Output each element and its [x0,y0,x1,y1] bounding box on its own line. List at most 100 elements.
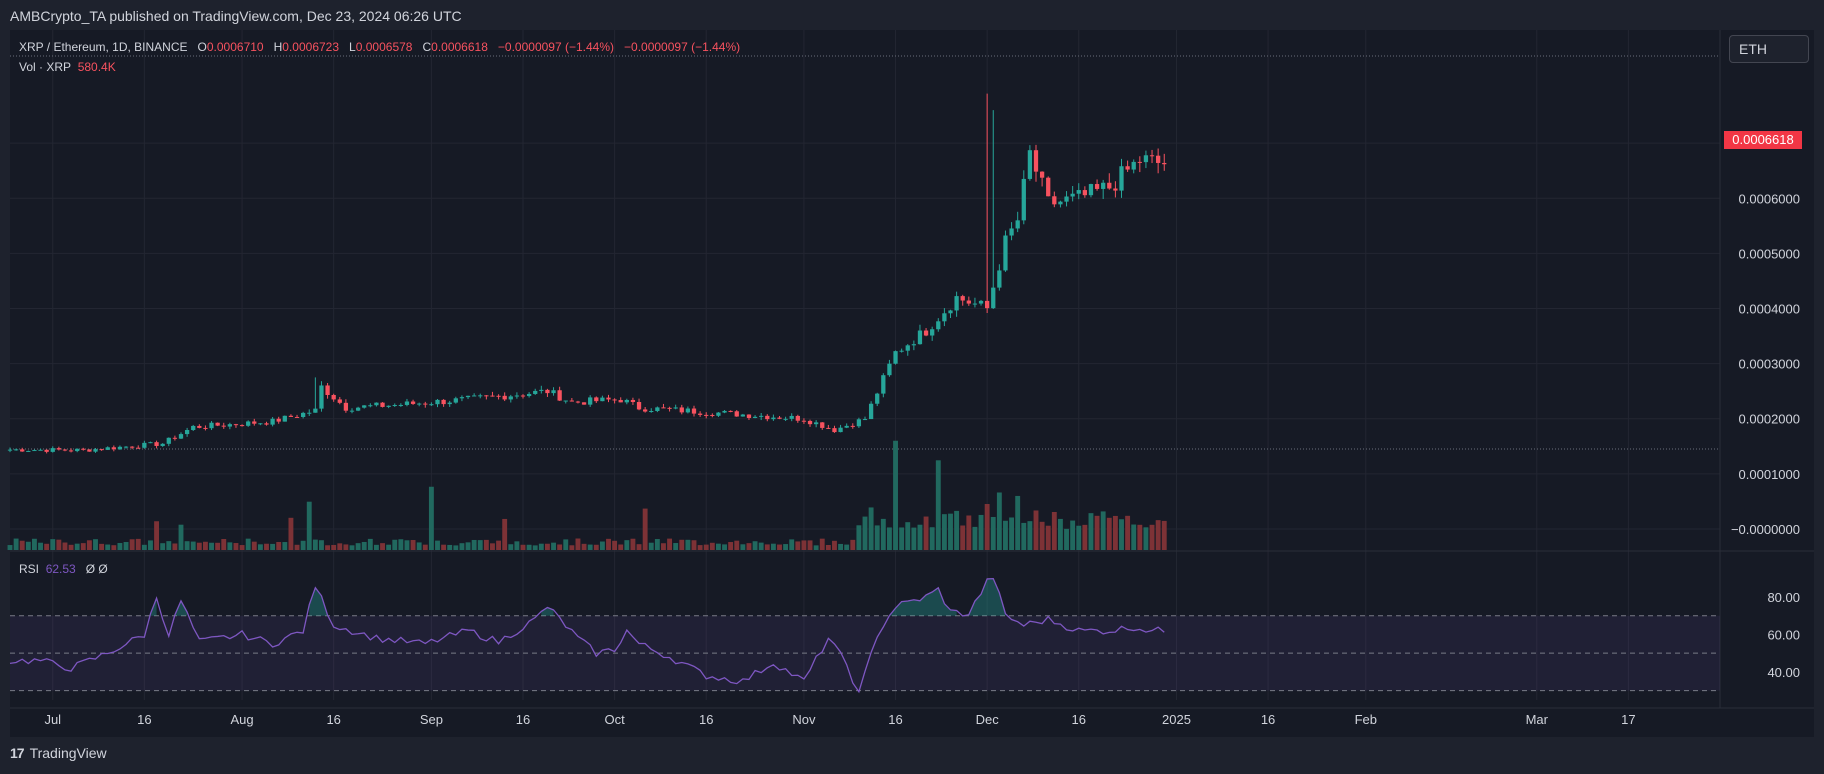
candle-body [814,422,819,425]
volume-bar [960,525,966,550]
volume-bar [587,544,593,550]
candle-body [13,449,19,451]
volume-bar [184,541,190,550]
candle-body [105,447,110,450]
rsi-label[interactable]: RSI [19,562,40,576]
rsi-legend: RSI 62.53 Ø Ø [19,562,108,576]
volume-bar [68,544,74,550]
volume-label[interactable]: Vol · XRP [19,60,72,74]
volume-bar [312,539,318,550]
volume-bar [886,527,892,550]
volume-bar [618,544,624,550]
candle-body [1064,196,1069,202]
volume-bar [624,540,630,550]
volume-bar [764,544,770,550]
volume-bar [1119,519,1124,550]
candle-body [789,415,794,419]
change-value: −0.0000097 (−1.44%) [497,40,614,54]
candle-body [62,449,68,451]
candle-body [618,400,623,403]
volume-bar [1094,515,1100,550]
volume-bar [972,526,978,550]
time-axis-label: Mar [1526,712,1549,727]
volume-bar [471,539,477,550]
price-candles [7,93,1167,454]
candle-body [978,300,984,304]
volume-bar [428,486,434,550]
volume-bar [62,542,68,550]
time-axis-label: 16 [888,712,902,727]
time-axis-label: 16 [699,712,713,727]
time-axis-label: 16 [137,712,151,727]
volume-bar [1064,528,1069,550]
symbol-name[interactable]: XRP / Ethereum, 1D, BINANCE [19,40,188,54]
candle-body [1149,155,1155,157]
price-axis-label: 0.0002000 [1739,412,1800,427]
candle-body [398,404,403,406]
candle-body [991,287,996,309]
volume-bar [813,545,819,550]
volume-bar [288,517,294,550]
volume-bar [209,542,214,550]
time-axis-label: 16 [516,712,530,727]
candle-body [594,397,599,402]
candle-body [649,410,654,412]
candle-body [868,403,874,420]
candle-body [221,425,226,427]
volume-bar [93,539,98,550]
candle-body [643,409,648,412]
tradingview-logo-icon: 17 [10,745,25,761]
volume-bar [856,525,862,550]
candle-body [233,424,239,426]
candle-body [502,395,507,400]
volume-bar [502,518,508,550]
chart-panel[interactable] [10,30,1814,737]
candle-body [38,449,43,451]
candle-body [575,401,581,403]
volume-bar [1149,524,1155,550]
volume-bar [404,540,410,550]
candle-body [1119,166,1124,191]
volume-bar [1070,520,1076,550]
candle-body [392,404,397,406]
candle-body [282,415,287,422]
candle-body [728,410,733,412]
volume-bar [496,540,502,550]
rsi-line [9,577,1165,694]
candle-body [44,449,49,452]
volume-bar [935,460,941,550]
volume-bar [1100,511,1106,550]
volume-bar [642,508,648,550]
candle-body [655,407,660,411]
volume-bar [929,527,935,550]
candle-body [716,412,721,416]
candle-body [862,419,868,421]
volume-bar [343,544,349,550]
candle-body [32,450,37,452]
volume-bar [954,510,960,550]
rsi-overbought-fill [174,600,188,616]
price-axis-label: 0.0003000 [1739,357,1800,372]
candle-body [539,389,544,391]
volume-bar [1051,512,1057,550]
candle-body [1009,228,1014,236]
candle-body [630,399,636,403]
volume-bar [770,543,776,550]
candle-body [563,400,568,402]
currency-button[interactable]: ETH [1729,35,1809,63]
candle-body [911,344,916,346]
candle-body [1076,190,1081,194]
volume-bar [441,544,447,550]
candle-body [777,417,782,419]
candle-body [75,448,80,452]
rsi-axis-label: 80.00 [1767,590,1800,605]
volume-bar [190,541,196,550]
candle-body [362,405,367,408]
volume-bar [1003,520,1008,550]
volume-bar [990,516,996,550]
volume-bar [563,539,569,550]
volume-bar [538,543,544,550]
tradingview-logo[interactable]: 17 TradingView [10,745,107,761]
last-price-tag: 0.0006618 [1724,131,1802,149]
